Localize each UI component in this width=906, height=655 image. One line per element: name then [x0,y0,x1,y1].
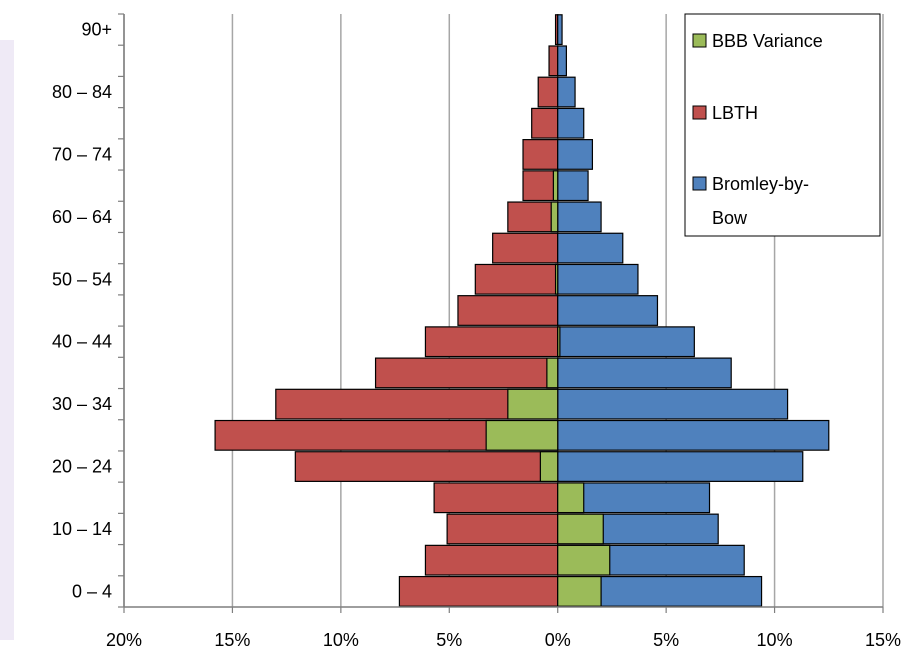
y-tick-label: 80 – 84 [52,82,112,102]
bar-bromley-by-bow [557,76,576,108]
bar-bbb-variance [550,201,559,233]
x-tick-label: 5% [653,630,679,650]
axes [118,13,884,613]
bar-lbth [446,513,559,545]
bar-bbb-variance [557,544,611,576]
x-tick-label: 20% [106,630,142,650]
x-tick-label: 5% [436,630,462,650]
x-tick-label: 0% [545,630,571,650]
legend-box [684,13,881,237]
legend: BBB Variance LBTH Bromley-by- Bow [684,13,881,237]
legend-label-bromley-line-2: Bow [712,208,748,228]
legend-label-bbb-variance: BBB Variance [712,31,823,51]
bar-lbth [433,482,559,514]
bar-lbth [548,45,559,77]
bar-lbth [294,451,559,482]
y-tick-label: 10 – 14 [52,519,112,539]
bar-bromley-by-bow [557,295,659,326]
bar-bbb-variance [507,388,559,420]
bar-bromley-by-bow [557,357,732,389]
legend-label-bromley-by-bow: Bromley-by- Bow [712,174,814,228]
bar-bromley-by-bow [557,139,594,170]
x-tick-label: 10% [323,630,359,650]
bar-lbth [424,544,559,576]
bar-lbth [537,76,559,108]
legend-swatch-bbb-variance [692,33,707,48]
x-tick-labels: 20% 15% 10% 5% 0% 5% 10% 15% [106,630,901,650]
bar-bbb-variance [485,419,559,451]
y-tick-label: 70 – 74 [52,144,112,164]
y-tick-label: 40 – 44 [52,332,112,352]
bar-bbb-variance [557,575,602,607]
bar-bromley-by-bow [557,326,695,358]
y-tick-label: 60 – 64 [52,207,112,227]
bar-lbth [522,139,559,170]
bar-lbth [492,232,559,264]
bar-bromley-by-bow [557,388,789,420]
bar-bbb-variance [539,451,559,482]
legend-swatch-bromley-by-bow [692,176,707,191]
y-tick-label: 90+ [81,20,112,40]
bar-bbb-variance [554,263,559,295]
bar-bromley-by-bow [557,107,585,139]
bar-bbb-variance [552,170,559,202]
bar-bbb-variance [557,326,561,358]
bar-lbth [531,107,559,139]
y-tick-label: 0 – 4 [72,581,112,601]
bar-bromley-by-bow [557,14,563,46]
legend-swatch-lbth [692,105,707,120]
y-tick-label: 30 – 34 [52,394,112,414]
bar-lbth [507,201,559,233]
bar-bromley-by-bow [557,419,830,451]
x-tick-label: 15% [214,630,250,650]
bar-bromley-by-bow [557,263,639,295]
bar-lbth [522,170,559,202]
x-tick-label: 10% [757,630,793,650]
bar-bromley-by-bow [557,451,804,482]
bar-bromley-by-bow [557,45,567,77]
bar-lbth [374,357,559,389]
y-tick-label: 50 – 54 [52,269,112,289]
bar-bbb-variance [546,357,559,389]
bar-bromley-by-bow [557,170,589,202]
bar-bromley-by-bow [557,232,624,264]
bar-bromley-by-bow [557,201,602,233]
bar-bbb-variance [557,482,585,514]
legend-label-lbth: LBTH [712,103,758,123]
bars [214,14,830,607]
y-tick-label: 20 – 24 [52,457,112,477]
background-side-tab [0,40,14,640]
y-tick-labels: 0 – 4 10 – 14 20 – 24 30 – 34 40 – 44 50 – 54… [52,20,112,602]
x-tick-label: 15% [865,630,901,650]
bar-lbth [457,295,559,326]
legend-label-bromley-line-1: Bromley-by- [712,174,809,194]
bar-lbth [398,575,559,607]
bar-bbb-variance [557,513,604,545]
bar-lbth [424,326,559,358]
bar-lbth [474,263,559,295]
